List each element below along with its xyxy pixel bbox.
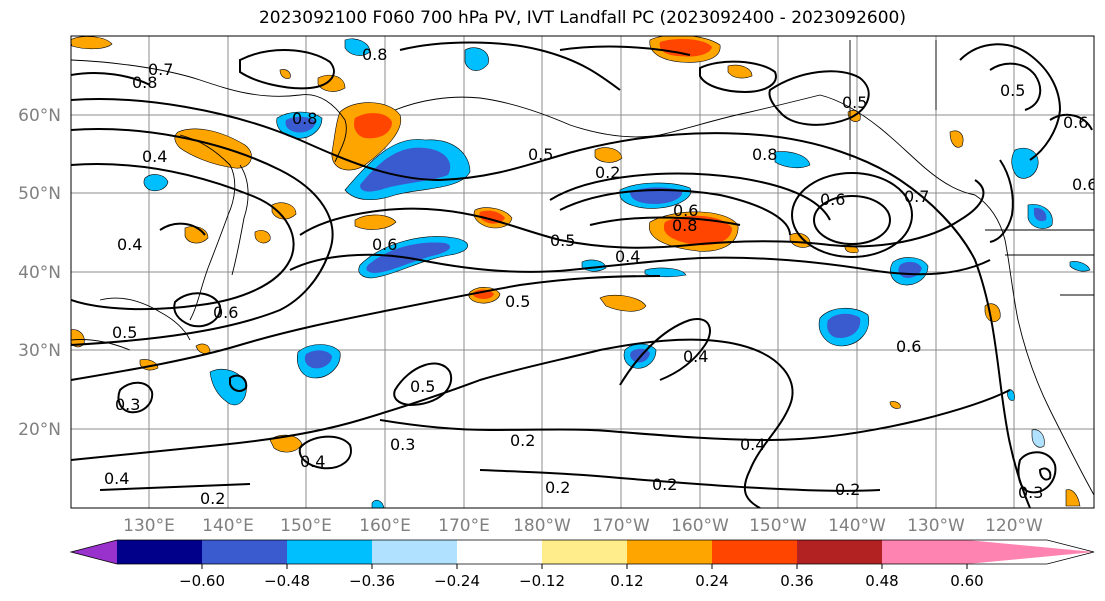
contour-label: 0.7: [148, 60, 173, 79]
contour-label: 0.8: [752, 145, 777, 164]
colorbar-tick-label: −0.24: [434, 572, 480, 590]
contour-label: 0.5: [1000, 81, 1025, 100]
contour-label: 0.4: [615, 247, 640, 266]
contour-label: 0.8: [672, 216, 697, 235]
contour-label: 0.2: [835, 480, 860, 499]
contour-label: 0.2: [545, 478, 570, 497]
colorbar-swatch: [202, 540, 287, 564]
map-title: 2023092100 F060 700 hPa PV, IVT Landfall…: [258, 8, 906, 28]
contour-label: 0.4: [300, 452, 325, 471]
contour-label: 0.2: [595, 163, 620, 182]
contour-label: 0.3: [1018, 483, 1043, 502]
contour-label: 0.6: [1072, 175, 1097, 194]
contour-label: 0.6: [1063, 113, 1088, 132]
contour-label: 0.6: [372, 235, 397, 254]
contour-label: 0.4: [740, 435, 765, 454]
contour-label: 0.4: [142, 147, 167, 166]
map-frame: [70, 35, 1095, 509]
colorbar-swatch: [117, 540, 202, 564]
contour-label: 0.5: [505, 292, 530, 311]
latitude-labels: 60°N 50°N 40°N 30°N 20°N: [18, 106, 61, 440]
colorbar-tick-label: 0.48: [865, 572, 898, 590]
pv-shading: [71, 36, 1091, 508]
lon-label: 170°W: [592, 516, 650, 536]
colorbar-tick-label: −0.12: [519, 572, 565, 590]
colorbar-extend-max: [967, 540, 1094, 564]
colorbar-ticks: [201, 564, 968, 569]
lat-label: 40°N: [18, 263, 61, 283]
contour-label: 0.2: [200, 489, 225, 508]
colorbar-tick-label: 0.12: [610, 572, 643, 590]
pv-contours: [71, 41, 1093, 508]
coastlines: [71, 40, 1094, 496]
lon-label: 140°E: [202, 516, 254, 536]
lat-label: 50°N: [18, 184, 61, 204]
colorbar-swatch: [542, 540, 627, 564]
colorbar-swatch: [627, 540, 712, 564]
contour-label: 0.4: [117, 235, 142, 254]
lon-label: 150°W: [749, 516, 807, 536]
colorbar-tick-labels: −0.60 −0.48 −0.36 −0.24 −0.12 0.12 0.24 …: [179, 572, 984, 590]
contour-label: 0.5: [842, 93, 867, 112]
contour-label: 0.6: [673, 201, 698, 220]
colorbar-tick-label: 0.24: [695, 572, 728, 590]
contour-label: 0.8: [292, 109, 317, 128]
contour-label: 0.3: [390, 435, 415, 454]
contour-label: 0.4: [104, 469, 129, 488]
lon-label: 150°E: [280, 516, 332, 536]
lon-label: 160°E: [359, 516, 411, 536]
colorbar-swatch: [457, 540, 542, 564]
lat-label: 20°N: [18, 420, 61, 440]
contour-label: 0.4: [683, 347, 708, 366]
contour-label: 0.8: [132, 73, 157, 92]
lon-label: 170°E: [438, 516, 490, 536]
longitude-labels: 130°E 140°E 150°E 160°E 170°E 180°W 170°…: [123, 516, 1043, 536]
contour-label: 0.3: [115, 395, 140, 414]
lon-label: 130°E: [123, 516, 175, 536]
colorbar-tick-label: 0.36: [780, 572, 813, 590]
lon-label: 120°W: [985, 516, 1043, 536]
contour-label: 0.5: [410, 377, 435, 396]
lon-label: 130°W: [907, 516, 965, 536]
colorbar-outline: [69, 539, 1095, 565]
contour-label: 0.2: [510, 431, 535, 450]
contour-label: 0.2: [652, 475, 677, 494]
contour-label: 0.6: [820, 190, 845, 209]
colorbar-tick-label: −0.36: [349, 572, 395, 590]
colorbar-tick-label: −0.48: [264, 572, 310, 590]
lon-label: 160°W: [671, 516, 729, 536]
lat-label: 30°N: [18, 341, 61, 361]
contour-label: 0.5: [550, 231, 575, 250]
colorbar: −0.60 −0.48 −0.36 −0.24 −0.12 0.12 0.24 …: [69, 539, 1095, 590]
colorbar-tick-label: −0.60: [179, 572, 225, 590]
colorbar-extend-min: [71, 540, 117, 564]
contour-label: 0.6: [896, 337, 921, 356]
contour-label: 0.6: [213, 303, 238, 322]
colorbar-tick-label: 0.60: [950, 572, 983, 590]
contour-label: 0.5: [112, 323, 137, 342]
lon-label: 180°W: [513, 516, 571, 536]
colorbar-swatch: [882, 540, 967, 564]
contour-label: 0.5: [528, 145, 553, 164]
colorbar-swatch: [712, 540, 797, 564]
colorbar-swatch: [797, 540, 882, 564]
contour-label: 0.8: [362, 45, 387, 64]
contour-label: 0.7: [904, 187, 929, 206]
colorbar-swatch: [287, 540, 372, 564]
colorbar-swatch: [372, 540, 457, 564]
lon-label: 140°W: [828, 516, 886, 536]
lat-label: 60°N: [18, 106, 61, 126]
contour-labels: 0.8 0.7 0.8 0.4 0.5 0.8 0.5 0.2 0.8 0.6 …: [104, 45, 1097, 508]
